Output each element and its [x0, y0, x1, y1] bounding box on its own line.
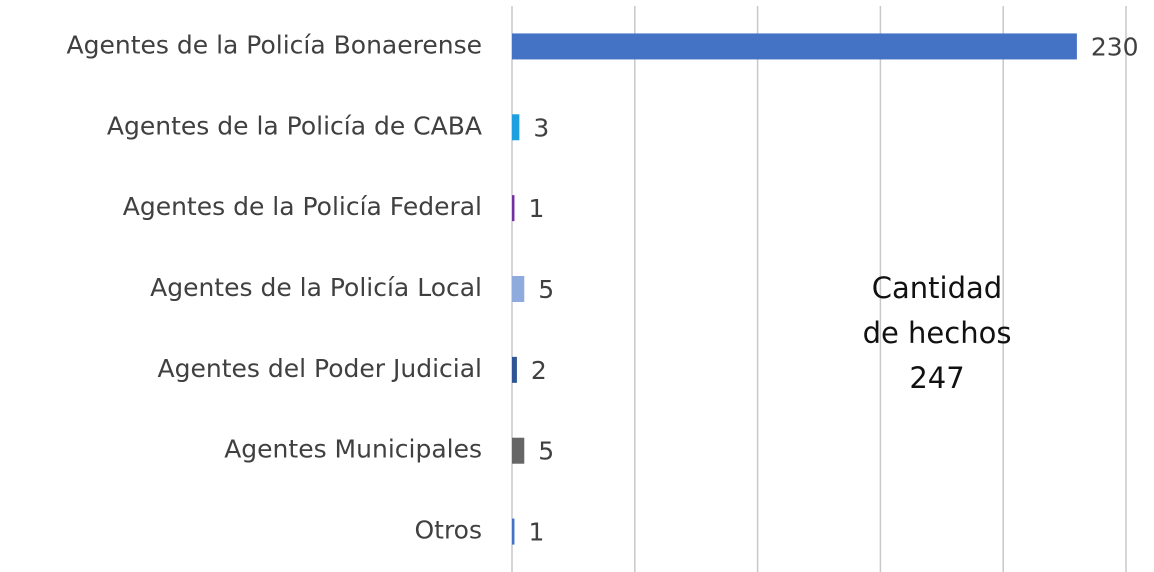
value-label: 5 [538, 275, 554, 304]
value-label: 5 [538, 437, 554, 466]
bar [512, 356, 517, 383]
bar [512, 437, 525, 464]
annotation: de hechos [863, 316, 1012, 350]
annotation: Cantidad [872, 271, 1002, 305]
value-label: 2 [531, 356, 547, 385]
bar [512, 33, 1077, 60]
value-label: 1 [528, 518, 544, 547]
bar [512, 114, 520, 141]
y-tick-label: Agentes de la Policía Federal [123, 192, 482, 221]
bar [512, 195, 515, 222]
value-label: 1 [528, 194, 544, 223]
y-tick-label: Agentes de la Policía de CABA [107, 111, 482, 140]
value-label: 230 [1091, 32, 1139, 61]
y-tick-label: Agentes de la Policía Local [150, 273, 482, 302]
y-tick-label: Agentes del Poder Judicial [158, 354, 482, 383]
y-tick-label: Otros [414, 516, 482, 545]
y-tick-label: Agentes de la Policía Bonaerense [67, 30, 482, 59]
bar [512, 276, 525, 302]
annotation: 247 [909, 361, 964, 395]
bar [512, 518, 515, 545]
y-tick-label: Agentes Municipales [224, 435, 482, 464]
value-label: 3 [533, 113, 549, 142]
